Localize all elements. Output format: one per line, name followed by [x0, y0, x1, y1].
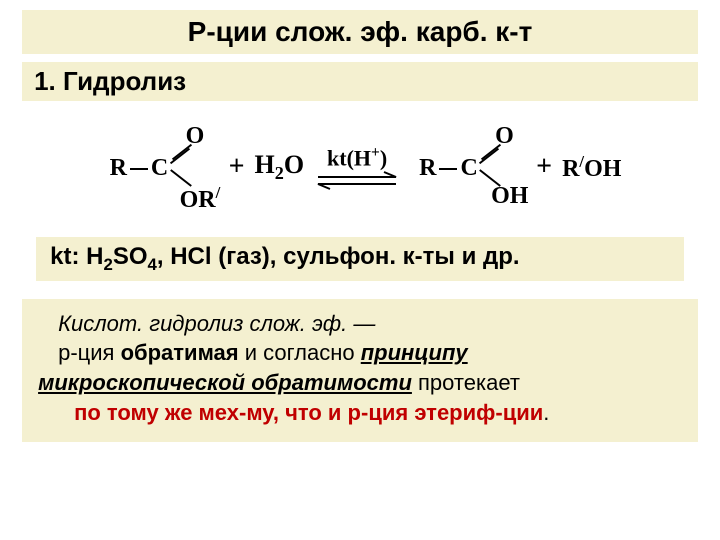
desc-line-1: Кислот. гидролиз слож. эф. — — [38, 309, 682, 339]
kt-prefix: kt: H — [50, 243, 103, 270]
cat-plus: + — [371, 144, 380, 161]
page-title: Р-ции слож. эф. карб. к-т — [188, 16, 533, 47]
cat-end: ) — [380, 146, 387, 171]
d2b: обратимая — [121, 340, 239, 365]
d2a: р-ция — [58, 340, 120, 365]
plus-1: + — [225, 151, 249, 183]
ester-c: C — [151, 155, 168, 182]
product-alcohol: R/OH — [562, 152, 621, 183]
kt-sub2: 4 — [148, 255, 157, 274]
reagent-water: H2O — [255, 150, 305, 184]
reagent-ester: R C O OR/ — [139, 127, 219, 207]
desc-line-2: р-ция обратимая и согласно принципу — [38, 338, 682, 368]
reaction-arrow-block: kt(H+) — [310, 144, 404, 189]
product-acid: R C O OH — [450, 127, 526, 207]
kt-mid: SO — [113, 243, 148, 270]
d1a: Кислот. гидролиз — [58, 311, 243, 336]
acid-r: R — [419, 155, 436, 182]
d3a: микроскопической обратимости — [38, 370, 412, 395]
dbond-2 — [169, 148, 189, 164]
kt-rest: , HCl (газ), сульфон. к-ты и др. — [157, 243, 520, 270]
desc-line-4: по тому же мех-му, что и р-ция этериф-ци… — [38, 398, 682, 428]
catalyst-list-box: kt: H2SO4, HCl (газ), сульфон. к-ты и др… — [36, 237, 684, 281]
d2c: и согласно — [239, 340, 361, 365]
acid-c: C — [460, 155, 477, 182]
water-o: O — [284, 150, 304, 179]
acid-oh: OH — [491, 183, 528, 210]
d3b: протекает — [412, 370, 520, 395]
water-h: H — [255, 150, 275, 179]
ester-r: R — [110, 155, 127, 182]
plus-2: + — [532, 151, 556, 183]
bond-line — [130, 168, 148, 170]
reaction-scheme: R C O OR/ + H2O kt(H+) — [22, 107, 698, 227]
cat-kt: kt(H — [327, 146, 371, 171]
ester-or: OR — [180, 187, 216, 213]
d1b: слож. эф. — — [243, 311, 375, 336]
catalyst-label: kt(H+) — [327, 144, 387, 171]
desc-line-3: микроскопической обратимости протекает — [38, 368, 682, 398]
section-heading-box: 1. Гидролиз — [22, 62, 698, 101]
roh-r: R — [562, 156, 579, 182]
title-box: Р-ции слож. эф. карб. к-т — [22, 10, 698, 54]
equilibrium-arrow-icon — [314, 170, 400, 190]
d4b: . — [543, 400, 549, 425]
roh-oh: OH — [584, 156, 621, 182]
kt-sub1: 2 — [104, 255, 113, 274]
bond-line — [439, 168, 457, 170]
ester-or-prime: / — [216, 183, 221, 202]
description-box: Кислот. гидролиз слож. эф. — р-ция обрат… — [22, 299, 698, 442]
d4a: по тому же мех-му, что и р-ция этериф-ци… — [74, 400, 543, 425]
water-2: 2 — [275, 163, 284, 183]
d2d: принципу — [361, 340, 468, 365]
section-heading: 1. Гидролиз — [34, 66, 186, 96]
catalyst-list: kt: H2SO4, HCl (газ), сульфон. к-ты и др… — [50, 243, 519, 270]
